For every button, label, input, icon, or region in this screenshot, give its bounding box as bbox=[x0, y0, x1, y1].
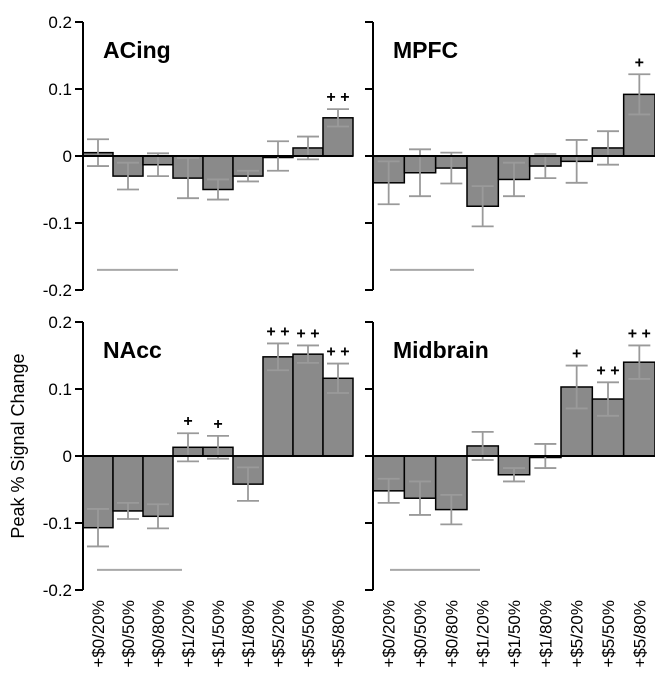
y-tick-label: -0.2 bbox=[43, 281, 72, 300]
y-tick-label: 0.2 bbox=[48, 13, 72, 32]
significance-marker: + + bbox=[266, 323, 289, 340]
panel-0: ACing + + 0.2 0.1 0 -0.1 -0.2 bbox=[43, 13, 354, 300]
significance-marker: + bbox=[213, 416, 222, 433]
significance-marker: + + bbox=[628, 325, 651, 342]
x-tick-label: +$1/80% bbox=[239, 600, 258, 668]
significance-marker: + + bbox=[596, 362, 619, 379]
panels: ACing + + 0.2 0.1 0 -0.1 -0.2 MPFC + NAcc + + + + + +… bbox=[43, 13, 655, 668]
panel-title: Midbrain bbox=[393, 337, 489, 363]
x-tick-label: +$0/20% bbox=[380, 600, 399, 668]
bar bbox=[262, 356, 294, 457]
panel-3: Midbrain + + + + + +$0/20% +$0/50% +$0/80% +$1/… bbox=[365, 321, 655, 668]
x-tick-label: +$5/80% bbox=[630, 600, 649, 668]
x-tick-label: +$5/80% bbox=[329, 600, 348, 668]
significance-marker: + bbox=[183, 413, 192, 430]
x-tick-label: +$5/50% bbox=[599, 600, 618, 668]
x-tick-label: +$0/50% bbox=[119, 600, 138, 668]
y-tick-label: -0.2 bbox=[43, 581, 72, 600]
bar bbox=[292, 353, 324, 457]
panel-title: MPFC bbox=[393, 37, 458, 63]
panel-title: ACing bbox=[103, 37, 171, 63]
y-tick-label: -0.1 bbox=[43, 514, 72, 533]
x-tick-label: +$0/50% bbox=[411, 600, 430, 668]
y-axis-label: Peak % Signal Change bbox=[8, 353, 28, 538]
x-tick-label: +$0/20% bbox=[89, 600, 108, 668]
x-tick-label: +$5/20% bbox=[269, 600, 288, 668]
panel-title: NAcc bbox=[103, 337, 162, 363]
bar bbox=[112, 455, 144, 512]
significance-marker: + + bbox=[296, 325, 319, 342]
panel-1: MPFC + bbox=[365, 21, 655, 291]
y-tick-label: -0.1 bbox=[43, 214, 72, 233]
significance-marker: + + bbox=[326, 89, 349, 106]
x-tick-label: +$5/20% bbox=[568, 600, 587, 668]
y-tick-label: 0 bbox=[63, 447, 72, 466]
y-tick-label: 0.1 bbox=[48, 380, 72, 399]
significance-marker: + + bbox=[326, 344, 349, 361]
x-tick-label: +$0/80% bbox=[149, 600, 168, 668]
y-tick-label: 0.2 bbox=[48, 313, 72, 332]
x-tick-label: +$1/50% bbox=[209, 600, 228, 668]
x-tick-label: +$1/20% bbox=[474, 600, 493, 668]
y-tick-label: 0.1 bbox=[48, 80, 72, 99]
x-tick-label: +$0/80% bbox=[442, 600, 461, 668]
x-tick-label: +$1/80% bbox=[536, 600, 555, 668]
y-tick-label: 0 bbox=[63, 147, 72, 166]
x-tick-label: +$1/20% bbox=[179, 600, 198, 668]
significance-marker: + bbox=[635, 54, 644, 71]
x-tick-label: +$1/50% bbox=[505, 600, 524, 668]
panel-2: NAcc + + + + + + + + 0.2 0.1 0 -0.1 -0.2 +$0/20% +$0… bbox=[43, 313, 354, 668]
significance-marker: + bbox=[572, 346, 581, 363]
x-tick-label: +$5/50% bbox=[299, 600, 318, 668]
